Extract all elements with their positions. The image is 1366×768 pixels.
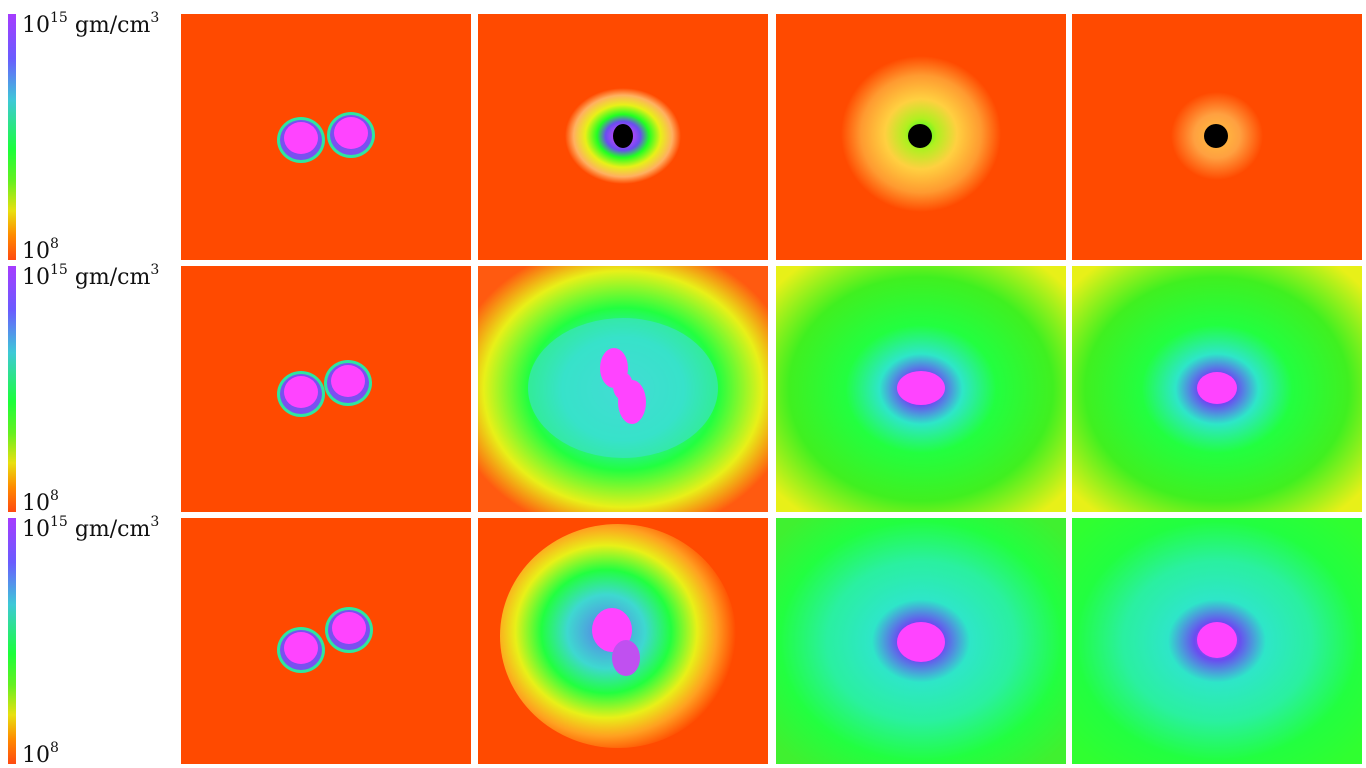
panel-r3c3 bbox=[776, 518, 1066, 764]
colorbar-max-label: 1015 gm/cm3 bbox=[22, 262, 160, 290]
colorbar-min-label: 108 bbox=[22, 740, 59, 768]
panel-r2c3 bbox=[776, 266, 1066, 512]
panel-r2c2 bbox=[478, 266, 768, 512]
colorbar-max-label: 1015 gm/cm3 bbox=[22, 514, 160, 542]
panel-r1c4 bbox=[1072, 14, 1362, 260]
panel-r1c2 bbox=[478, 14, 768, 260]
panel-r3c4 bbox=[1072, 518, 1362, 764]
colorbar-min-label: 108 bbox=[22, 488, 59, 516]
panel-r1c3 bbox=[776, 14, 1066, 260]
row-2: 1015 gm/cm3 108 bbox=[0, 262, 1366, 516]
panel-r3c2 bbox=[478, 518, 768, 764]
colorbar bbox=[8, 14, 16, 260]
panel-r1c1 bbox=[181, 14, 471, 260]
row-3: 1015 gm/cm3 108 bbox=[0, 514, 1366, 768]
panel-r2c4 bbox=[1072, 266, 1362, 512]
colorbar-max-label: 1015 gm/cm3 bbox=[22, 10, 160, 38]
colorbar bbox=[8, 518, 16, 764]
panel-r2c1 bbox=[181, 266, 471, 512]
panel-r3c1 bbox=[181, 518, 471, 764]
colorbar bbox=[8, 266, 16, 512]
row-1: 1015 gm/cm3 108 bbox=[0, 10, 1366, 264]
colorbar-min-label: 108 bbox=[22, 236, 59, 264]
